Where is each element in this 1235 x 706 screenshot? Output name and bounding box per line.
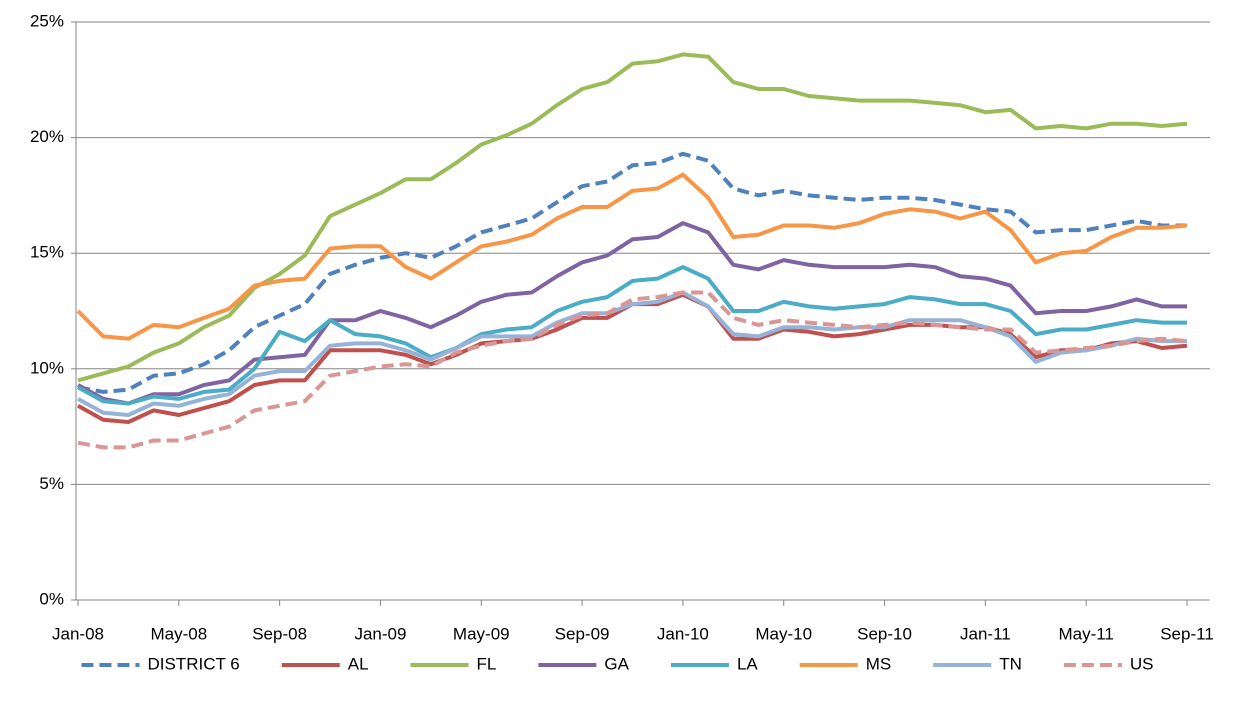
y-tick-label: 0% bbox=[39, 589, 64, 608]
y-tick-label: 20% bbox=[30, 127, 64, 146]
y-tick-label: 25% bbox=[30, 11, 64, 30]
series-line bbox=[77, 290, 1187, 417]
x-tick-label: Jan-08 bbox=[52, 624, 104, 643]
x-tick-label: May-11 bbox=[1058, 624, 1113, 643]
x-tick-label: Sep-08 bbox=[252, 624, 307, 643]
x-tick-label: May-09 bbox=[453, 624, 510, 643]
series-line bbox=[77, 52, 1188, 383]
legend-label: GA bbox=[604, 654, 629, 673]
series-line bbox=[76, 172, 1188, 341]
series-line bbox=[77, 151, 1187, 394]
x-tick-label: May-08 bbox=[150, 624, 207, 643]
legend-label: TN bbox=[999, 654, 1022, 673]
legend-label: MS bbox=[866, 654, 892, 673]
series-line bbox=[77, 265, 1187, 406]
x-tick-label: Sep-10 bbox=[857, 624, 912, 643]
x-tick-label: Jan-10 bbox=[657, 624, 709, 643]
x-tick-label: Jan-09 bbox=[354, 624, 406, 643]
legend-label: US bbox=[1130, 654, 1154, 673]
x-tick-label: May-10 bbox=[755, 624, 812, 643]
x-tick-label: Jan-11 bbox=[960, 624, 1011, 643]
x-tick-label: Sep-11 bbox=[1160, 624, 1214, 643]
legend-label: FL bbox=[477, 654, 497, 673]
legend-label: DISTRICT 6 bbox=[147, 654, 239, 673]
series-line bbox=[77, 292, 1188, 424]
y-tick-label: 5% bbox=[39, 474, 64, 493]
legend-label: LA bbox=[737, 654, 758, 673]
legend-label: AL bbox=[348, 654, 369, 673]
y-tick-label: 10% bbox=[30, 358, 64, 377]
y-tick-label: 15% bbox=[30, 243, 64, 262]
x-tick-label: Sep-09 bbox=[555, 624, 610, 643]
